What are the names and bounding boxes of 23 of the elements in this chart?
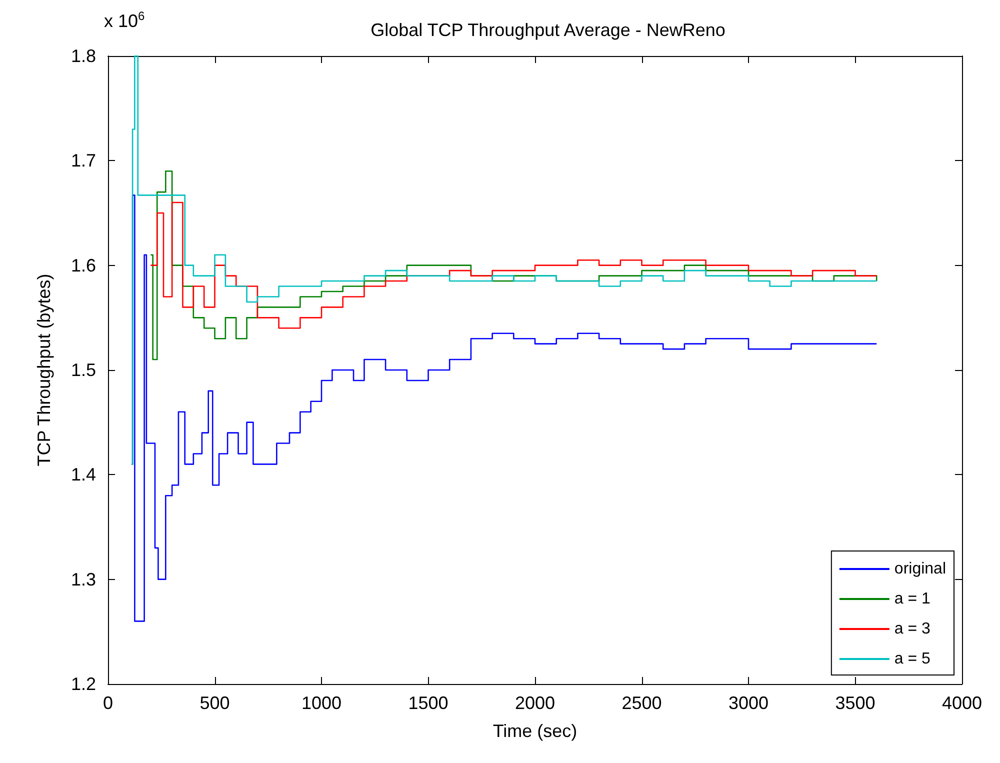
legend-label: a = 5 (894, 650, 931, 668)
x-tick-label: 0 (102, 693, 114, 713)
x-tick-label: 4000 (942, 693, 982, 713)
y-tick-label: 1.4 (70, 464, 96, 485)
y-tick-label: 1.6 (70, 255, 96, 276)
legend-label: original (894, 560, 946, 578)
x-tick-label: 500 (200, 693, 230, 713)
y-tick-label: 1.5 (70, 360, 96, 380)
x-axis-title: Time (sec) (492, 721, 578, 741)
chart-title: Global TCP Throughput Average - NewReno (370, 20, 726, 40)
x-tick-label: 3000 (728, 693, 769, 713)
y-tick-label: 1.7 (70, 150, 96, 171)
y-tick-label: 1.2 (70, 674, 96, 694)
y-axis-title: TCP Throughput (bytes) (34, 274, 54, 466)
legend-label: a = 1 (894, 590, 931, 608)
legend-label: a = 3 (894, 620, 931, 638)
x-tick-label: 1000 (301, 693, 342, 713)
y-tick-label: 1.3 (70, 569, 96, 590)
x-tick-label: 3500 (835, 693, 876, 713)
x-tick-label: 2000 (514, 693, 556, 713)
y-tick-label: 1.8 (70, 46, 96, 66)
x-tick-label: 1500 (408, 693, 448, 713)
x-tick-label: 2500 (622, 693, 662, 713)
